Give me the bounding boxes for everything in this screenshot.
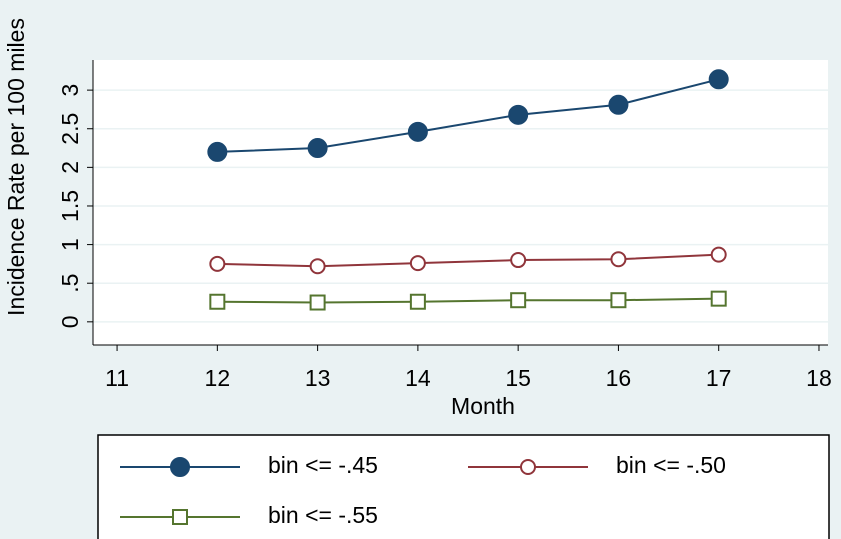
data-point <box>608 94 629 115</box>
legend-box <box>97 434 830 539</box>
x-tick-label: 13 <box>305 365 331 391</box>
data-point <box>407 121 428 142</box>
x-tick-label: 14 <box>405 365 431 391</box>
y-tick-label: 1 <box>57 238 83 251</box>
legend-marker <box>172 509 188 525</box>
y-tick-label: 2.5 <box>57 113 83 145</box>
x-tick-label: 15 <box>505 365 531 391</box>
data-point <box>409 293 426 310</box>
y-tick-label: 2 <box>57 161 83 174</box>
x-axis-title: Month <box>451 393 515 419</box>
x-tick-label: 12 <box>205 365 231 391</box>
data-point <box>510 292 527 309</box>
data-point <box>209 255 226 272</box>
y-tick-label: 1.5 <box>57 190 83 222</box>
data-point <box>610 292 627 309</box>
data-point <box>209 293 226 310</box>
legend-label: bin <= -.45 <box>268 452 378 478</box>
x-tick-label: 17 <box>706 365 732 391</box>
data-point <box>508 104 529 125</box>
x-tick-label: 11 <box>105 365 129 391</box>
data-point <box>409 255 426 272</box>
legend-label: bin <= -.50 <box>616 452 726 478</box>
series-line <box>217 253 719 268</box>
y-axis-title: Incidence Rate per 100 miles <box>3 18 29 316</box>
legend-marker <box>170 457 190 477</box>
y-tick-label: .5 <box>57 274 83 293</box>
data-point <box>510 252 527 269</box>
x-tick-label: 18 <box>806 365 832 391</box>
data-point <box>309 294 326 311</box>
data-point <box>309 258 326 275</box>
legend-marker <box>520 459 536 475</box>
data-point <box>610 251 627 268</box>
y-tick-label: 0 <box>57 315 83 328</box>
data-point <box>708 69 729 90</box>
data-point <box>207 141 228 162</box>
y-tick-label: 3 <box>57 84 83 97</box>
x-tick-label: 16 <box>606 365 632 391</box>
data-point <box>710 290 727 307</box>
legend-label: bin <= -.55 <box>268 502 378 528</box>
series-line <box>217 78 719 153</box>
data-point <box>710 246 727 263</box>
series-line <box>217 297 719 304</box>
data-point <box>307 138 328 159</box>
